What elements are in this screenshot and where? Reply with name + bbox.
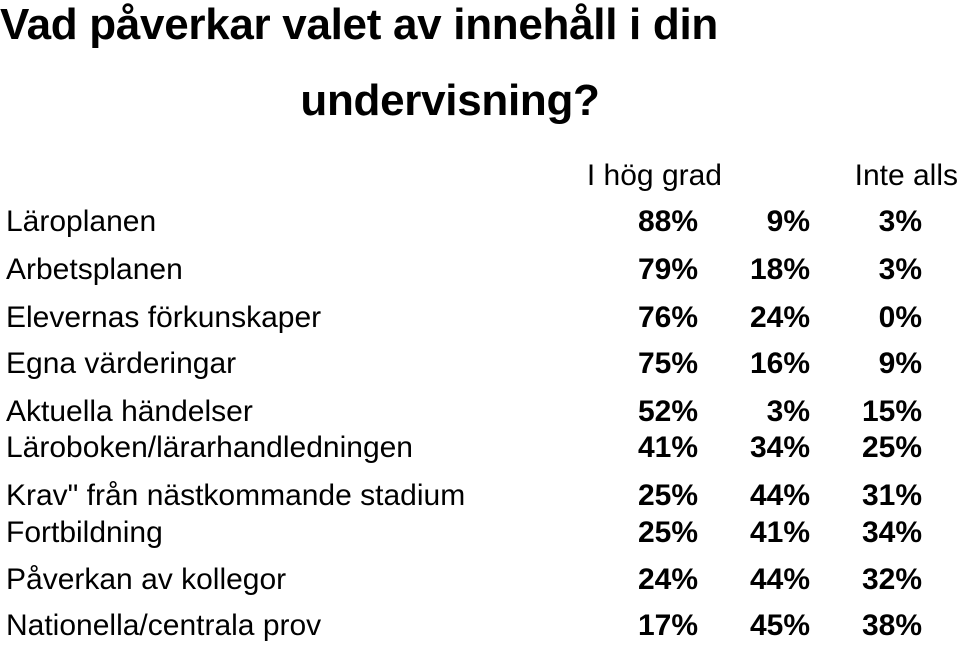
value-mid: 44% <box>749 563 810 596</box>
table-row: Arbetsplanen 79% 18% 3% <box>0 250 960 290</box>
value-none: 9% <box>878 347 922 380</box>
value-high: 79% <box>637 253 698 286</box>
value-none: 0% <box>878 301 922 334</box>
value-high: 76% <box>637 301 698 334</box>
table-row: Läroplanen 88% 9% 3% <box>0 202 960 242</box>
table-row: Nationella/centrala prov 17% 45% 38% <box>0 606 960 646</box>
row-label: Elevernas förkunskaper <box>6 301 322 334</box>
value-none: 34% <box>861 516 922 549</box>
value-high: 24% <box>637 563 698 596</box>
value-none: 3% <box>878 253 922 286</box>
row-label: Aktuella händelser <box>6 395 253 428</box>
value-mid: 9% <box>766 205 810 238</box>
table-row: Fortbildning 25% 41% 34% <box>0 513 960 553</box>
row-label: Krav" från nästkommande stadium <box>6 479 466 512</box>
value-high: 41% <box>637 431 698 464</box>
title-line-2: undervisning? <box>300 76 600 125</box>
value-high: 75% <box>637 347 698 380</box>
row-label: Läroplanen <box>6 205 157 238</box>
row-label: Arbetsplanen <box>6 253 183 286</box>
table-row: Påverkan av kollegor 24% 44% 32% <box>0 560 960 600</box>
row-label: Egna värderingar <box>6 347 237 380</box>
value-high: 25% <box>637 479 698 512</box>
value-mid: 34% <box>749 431 810 464</box>
value-none: 38% <box>861 609 922 642</box>
value-mid: 18% <box>749 253 810 286</box>
value-mid: 24% <box>749 301 810 334</box>
row-label: Fortbildning <box>6 516 163 549</box>
table-row: Krav" från nästkommande stadium 25% 44% … <box>0 476 960 516</box>
value-mid: 16% <box>749 347 810 380</box>
row-label: Påverkan av kollegor <box>6 563 287 596</box>
table-row: Elevernas förkunskaper 76% 24% 0% <box>0 298 960 338</box>
row-label: Nationella/centrala prov <box>6 609 322 642</box>
value-mid: 44% <box>749 479 810 512</box>
value-high: 52% <box>637 395 698 428</box>
column-header-none: Inte alls <box>854 159 958 192</box>
table-row: Aktuella händelser 52% 3% 15% <box>0 392 960 432</box>
table-row: Läroboken/lärarhandledningen 41% 34% 25% <box>0 428 960 468</box>
value-mid: 41% <box>749 516 810 549</box>
column-header-high: I hög grad <box>586 159 722 192</box>
table-row: Egna värderingar 75% 16% 9% <box>0 344 960 384</box>
value-none: 25% <box>861 431 922 464</box>
value-none: 32% <box>861 563 922 596</box>
value-high: 17% <box>637 609 698 642</box>
row-label: Läroboken/lärarhandledningen <box>6 431 413 464</box>
value-none: 3% <box>878 205 922 238</box>
title-line-1: Vad påverkar valet av innehåll i din <box>0 0 718 49</box>
value-none: 31% <box>861 479 922 512</box>
value-high: 25% <box>637 516 698 549</box>
value-high: 88% <box>637 205 698 238</box>
value-none: 15% <box>861 395 922 428</box>
value-mid: 3% <box>766 395 810 428</box>
value-mid: 45% <box>749 609 810 642</box>
